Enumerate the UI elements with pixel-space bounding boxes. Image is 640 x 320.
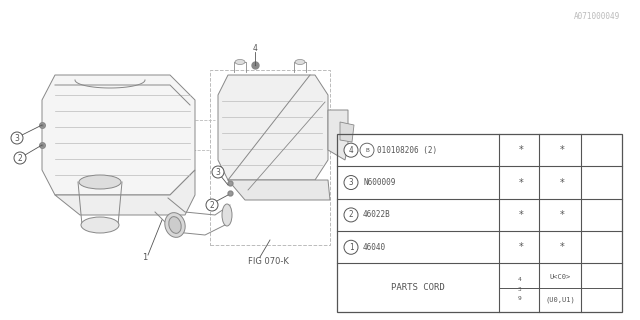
Text: 46040: 46040: [363, 243, 386, 252]
Ellipse shape: [235, 60, 245, 65]
Circle shape: [11, 132, 23, 144]
Circle shape: [344, 208, 358, 222]
Ellipse shape: [79, 175, 121, 189]
Ellipse shape: [165, 213, 185, 237]
Polygon shape: [228, 180, 330, 200]
Text: U<C0>: U<C0>: [549, 274, 571, 280]
Text: 9: 9: [518, 296, 521, 301]
Text: 3: 3: [349, 178, 353, 187]
Text: 4: 4: [349, 146, 353, 155]
Circle shape: [344, 143, 358, 157]
Text: 4: 4: [518, 277, 521, 282]
Text: 2: 2: [18, 154, 22, 163]
Ellipse shape: [169, 217, 181, 233]
Text: PARTS CORD: PARTS CORD: [391, 283, 445, 292]
Text: 2: 2: [210, 201, 214, 210]
Circle shape: [344, 240, 358, 254]
Text: *: *: [519, 178, 524, 188]
Bar: [337, 134, 622, 312]
Text: 3: 3: [15, 133, 19, 142]
Text: *: *: [559, 210, 564, 220]
Text: 1: 1: [349, 243, 353, 252]
Polygon shape: [328, 110, 348, 160]
Circle shape: [212, 166, 224, 178]
Text: *: *: [559, 242, 564, 252]
Text: 3: 3: [518, 287, 521, 292]
Text: *: *: [519, 210, 524, 220]
Text: 1: 1: [142, 253, 148, 262]
Polygon shape: [340, 122, 354, 142]
Bar: [210, 70, 330, 245]
Ellipse shape: [222, 204, 232, 226]
Text: 3: 3: [15, 133, 19, 142]
Circle shape: [344, 176, 358, 189]
Text: FIG 070-K: FIG 070-K: [248, 258, 289, 267]
Ellipse shape: [81, 217, 119, 233]
Text: N600009: N600009: [363, 178, 396, 187]
Polygon shape: [218, 75, 328, 180]
Polygon shape: [55, 170, 195, 215]
Text: *: *: [519, 242, 524, 252]
Text: 2: 2: [349, 211, 353, 220]
Text: *: *: [559, 178, 564, 188]
Text: A071000049: A071000049: [573, 12, 620, 21]
Text: B: B: [365, 148, 369, 153]
Text: 4: 4: [253, 44, 257, 52]
Text: *: *: [559, 145, 564, 155]
Circle shape: [360, 143, 374, 157]
Text: (U0,U1): (U0,U1): [545, 297, 575, 303]
Circle shape: [14, 152, 26, 164]
Ellipse shape: [295, 60, 305, 65]
Circle shape: [206, 199, 218, 211]
Text: 2: 2: [18, 154, 22, 163]
Text: 3: 3: [216, 167, 220, 177]
Text: 46022B: 46022B: [363, 211, 391, 220]
Polygon shape: [42, 75, 195, 195]
Text: *: *: [519, 145, 524, 155]
Text: 010108206 (2): 010108206 (2): [377, 146, 437, 155]
